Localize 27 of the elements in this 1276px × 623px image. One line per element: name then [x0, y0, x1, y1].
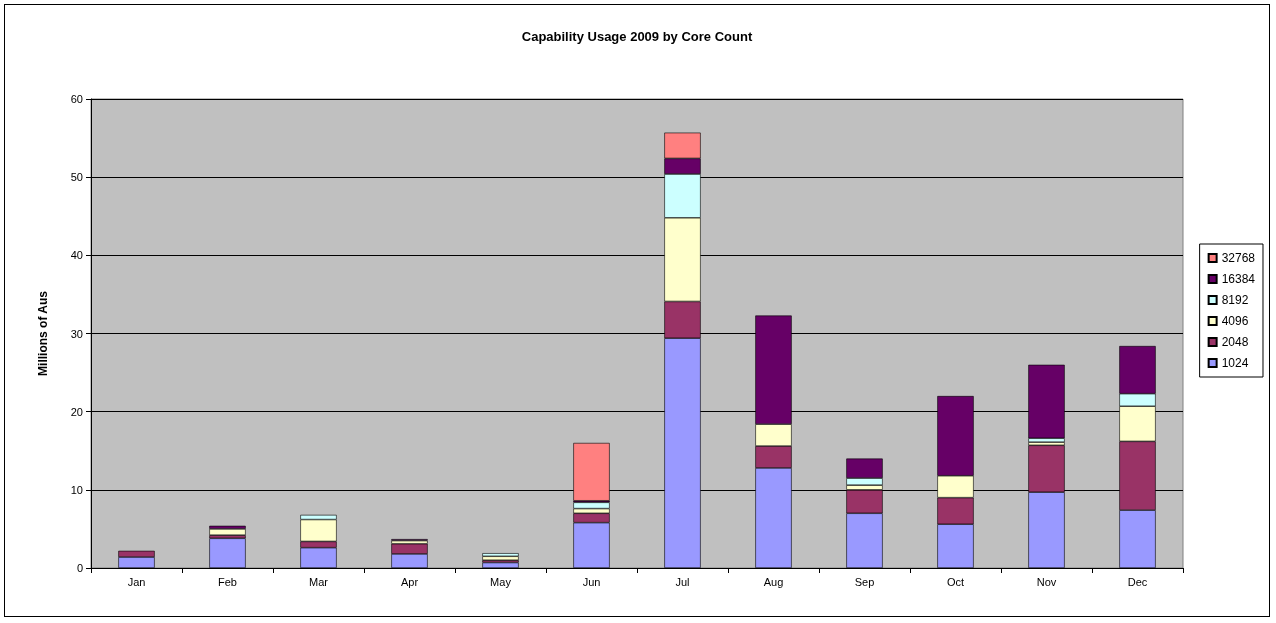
x-tick-label: Dec [1127, 575, 1148, 588]
x-tick-label: Nov [1036, 575, 1057, 588]
y-tick-label: 40 [70, 249, 83, 262]
x-tick-label: Jun [582, 575, 601, 588]
x-tick-label: Apr [400, 575, 419, 588]
x-tick-label: May [490, 575, 512, 588]
x-tick-label: Aug [763, 575, 784, 588]
y-tick-label: 20 [70, 405, 83, 418]
legend-label: 4096 [1221, 314, 1249, 328]
legend-label: 16384 [1221, 272, 1256, 286]
x-tick-label: Mar [309, 575, 329, 588]
legend-label: 2048 [1221, 335, 1249, 349]
legend-label: 32768 [1221, 251, 1256, 265]
x-tick-label: Jan [127, 575, 146, 588]
y-tick-label: 60 [70, 93, 83, 105]
y-tick-label: 10 [70, 483, 83, 496]
x-tick-label: Feb [218, 575, 237, 588]
y-tick-label: 50 [70, 171, 83, 184]
legend-label: 8192 [1221, 293, 1249, 307]
x-tick-label: Jul [675, 575, 690, 588]
y-tick-label: 30 [70, 327, 83, 340]
y-axis-title: Millions of Aus [36, 290, 50, 376]
legend-label: 1024 [1221, 356, 1249, 370]
x-tick-label: Sep [854, 575, 875, 588]
x-tick-label: Oct [946, 575, 965, 588]
y-tick-label: 0 [76, 562, 83, 574]
chart-title: Capability Usage 2009 by Core Count [521, 29, 753, 44]
